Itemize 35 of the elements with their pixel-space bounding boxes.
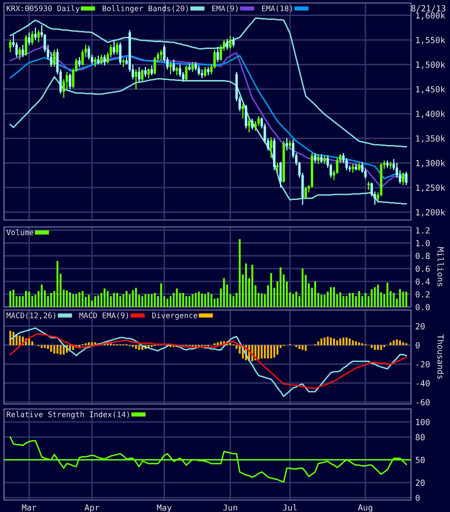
- y-tick-label: 1.0: [416, 240, 430, 246]
- x-tick-label: Apr: [84, 504, 100, 512]
- y-tick-label: 1,350k: [416, 135, 446, 143]
- y-tick-label: 1,600k: [416, 12, 446, 20]
- y-tick-label: 1,450k: [416, 86, 446, 94]
- x-tick-label: Aug: [358, 504, 372, 512]
- y-tick-label: 80: [416, 434, 425, 440]
- text: 8/21/13: [411, 5, 446, 12]
- y-tick-label: 0: [416, 342, 420, 348]
- y-tick-label: 0.8: [416, 252, 430, 260]
- x-tick-label: Jul: [282, 504, 297, 511]
- y-tick-label: -60: [416, 399, 430, 406]
- y-tick-label: 0.4: [416, 278, 430, 285]
- y-axis-title: Millions: [437, 247, 444, 286]
- y-tick-label: 0.2: [416, 291, 430, 298]
- y-tick-label: 1,250k: [416, 184, 446, 192]
- x-tick-label: Mar: [22, 504, 36, 511]
- y-tick-label: 1,550k: [416, 36, 446, 44]
- y-tick-label: 20: [416, 323, 425, 330]
- y-tick-label: 1,500k: [416, 61, 446, 69]
- y-tick-label: 0.6: [416, 266, 430, 272]
- y-tick-label: 1,400k: [416, 110, 446, 118]
- y-tick-label: 20: [416, 480, 425, 486]
- x-tick-label: May: [157, 504, 172, 512]
- y-tick-label: 0: [416, 494, 420, 502]
- y-tick-label: 100: [416, 418, 430, 426]
- y-tick-label: 1,300k: [416, 160, 446, 168]
- y-tick-label: 0.0: [416, 304, 430, 310]
- x-tick-label: Jun: [223, 504, 238, 511]
- y-axis-title: Thousands: [437, 334, 444, 379]
- y-tick-label: -40: [416, 380, 430, 386]
- y-tick-label: -20: [416, 361, 430, 368]
- y-tick-label: 1,200k: [416, 208, 446, 216]
- y-tick-label: 1.2: [416, 227, 430, 234]
- y-tick-label: 50: [416, 456, 425, 464]
